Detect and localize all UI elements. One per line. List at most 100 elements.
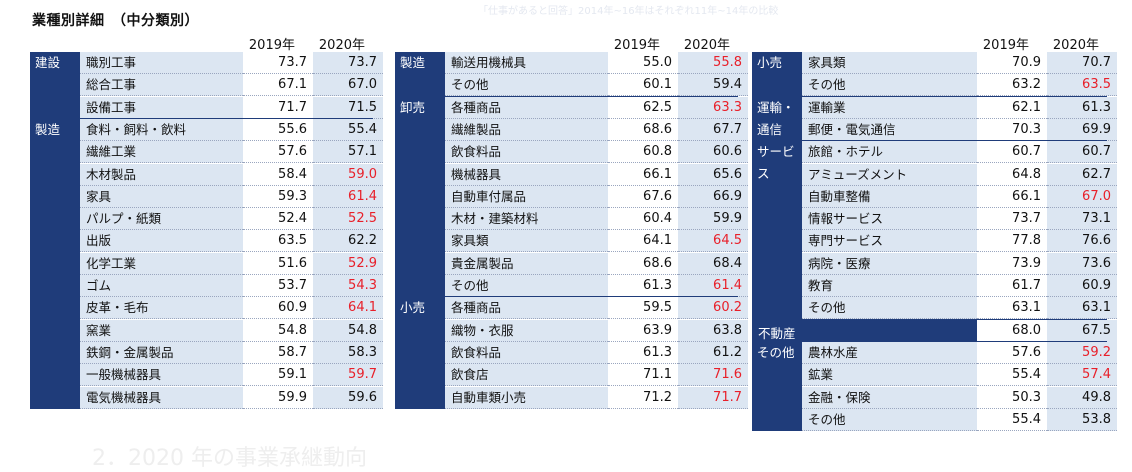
table-row: 家具類 64.1 64.5 <box>395 230 748 253</box>
table-row: 自動車付属品 67.6 66.9 <box>395 185 748 208</box>
value-2020: 60.6 <box>678 141 748 164</box>
table-row: 機械器具 66.1 65.6 <box>395 163 748 186</box>
value-2020: 61.2 <box>678 341 748 364</box>
value-2020: 67.0 <box>1047 185 1117 208</box>
value-2020: 49.8 <box>1047 386 1117 409</box>
subcategory-label: アミューズメント <box>802 163 977 186</box>
table-row: 運輸業 62.1 61.3 <box>752 96 1117 119</box>
value-2019: 52.4 <box>243 208 313 231</box>
table-row: 農林水産 57.6 59.2 <box>752 341 1117 364</box>
subcategory-label: 各種商品 <box>445 297 608 320</box>
table-row: 化学工業 51.6 52.9 <box>30 252 383 275</box>
value-2020: 59.6 <box>313 386 383 409</box>
value-2019: 64.1 <box>608 230 678 253</box>
value-2020: 61.3 <box>1047 96 1117 119</box>
value-2020: 62.7 <box>1047 163 1117 186</box>
value-2019: 55.6 <box>243 118 313 141</box>
value-2020: 59.2 <box>1047 341 1117 364</box>
table-row: 出版 63.5 62.2 <box>30 230 383 253</box>
value-2019: 61.7 <box>977 275 1047 297</box>
value-2020: 54.8 <box>313 319 383 342</box>
value-2019: 60.1 <box>608 74 678 97</box>
table-row: その他 60.1 59.4 <box>395 74 748 97</box>
value-2019: 53.7 <box>243 275 313 297</box>
subcategory-label: 旅館・ホテル <box>802 141 977 164</box>
table-row: 各種商品 62.5 63.3 <box>395 96 748 119</box>
subcategory-label: パルプ・紙類 <box>80 208 243 231</box>
table-row: アミューズメント 64.8 62.7 <box>752 163 1117 186</box>
value-2019: 73.9 <box>977 252 1047 275</box>
subcategory-label: その他 <box>802 408 977 431</box>
value-2020: 53.8 <box>1047 408 1117 431</box>
subcategory-label: 家具類 <box>445 230 608 253</box>
year-2020-header: 2020年 <box>683 38 730 53</box>
value-2019: 68.6 <box>608 252 678 275</box>
table-row: ゴム 53.7 54.3 <box>30 275 383 297</box>
subcategory-label: 飲食料品 <box>445 141 608 164</box>
table-row: 鉱業 55.4 57.4 <box>752 364 1117 387</box>
subcategory-label: 織物・衣服 <box>445 319 608 342</box>
group-row-3: 不動産 68.0 67.5 <box>752 319 1117 342</box>
table-row: 教育 61.7 60.9 <box>752 275 1117 297</box>
value-2019: 57.6 <box>243 141 313 164</box>
value-2019: 60.7 <box>977 141 1047 164</box>
table-row: 旅館・ホテル 60.7 60.7 <box>752 141 1117 164</box>
table-row: 木材・建築材料 60.4 59.9 <box>395 208 748 231</box>
value-2019: 59.5 <box>608 297 678 320</box>
value-2019: 54.8 <box>243 319 313 342</box>
value-2019: 59.1 <box>243 364 313 387</box>
category-label: 小売 <box>395 297 445 409</box>
subcategory-label: 病院・医療 <box>802 252 977 275</box>
table-row: 設備工事 71.7 71.5 <box>30 96 383 119</box>
table-row: 窯業 54.8 54.8 <box>30 319 383 342</box>
table-row: 皮革・毛布 60.9 64.1 <box>30 297 383 320</box>
value-2019: 59.3 <box>243 185 313 208</box>
category-label: 不動産 <box>758 325 796 341</box>
table-row: 電気機械器具 59.9 59.6 <box>30 386 383 409</box>
subcategory-label: 輸送用機械具 <box>445 52 608 74</box>
subcategory-label: その他 <box>445 74 608 97</box>
category-label: 卸売 <box>395 96 445 298</box>
table-row: 総合工事 67.1 67.0 <box>30 74 383 97</box>
year-2019-header: 2019年 <box>982 38 1029 53</box>
value-2020: 61.4 <box>313 185 383 208</box>
value-2019: 51.6 <box>243 252 313 275</box>
subcategory-label: 教育 <box>802 275 977 297</box>
value-2020: 69.9 <box>1047 118 1117 141</box>
year-2020-header: 2020年 <box>1052 38 1099 53</box>
value-2019: 57.6 <box>977 341 1047 364</box>
value-2020: 76.6 <box>1047 230 1117 253</box>
table-row: 郵便・電気通信 70.3 69.9 <box>752 118 1117 141</box>
value-2020: 66.9 <box>678 185 748 208</box>
industry-table-panel-2: 2019年 2020年 輸送用機械具 55.0 55.8 その他 60.1 59.4 製造各… <box>395 33 748 409</box>
value-2020: 59.4 <box>678 74 748 97</box>
value-2020: 68.4 <box>678 252 748 275</box>
value-2020: 58.3 <box>313 341 383 364</box>
value-2019: 67.6 <box>608 185 678 208</box>
subcategory-label: 一般機械器具 <box>80 364 243 387</box>
subcategory-label: 設備工事 <box>80 96 243 119</box>
value-2020: 59.0 <box>313 163 383 186</box>
value-2019: 62.1 <box>977 96 1047 119</box>
table-row: 職別工事 73.7 73.7 <box>30 52 383 74</box>
value-2019: 63.2 <box>977 74 1047 97</box>
year-2019-header: 2019年 <box>613 38 660 53</box>
value-2020: 64.1 <box>313 297 383 320</box>
value-2020: 67.5 <box>1047 319 1117 342</box>
table-row: 貴金属製品 68.6 68.4 <box>395 252 748 275</box>
value-2020: 64.5 <box>678 230 748 253</box>
table-row: 金融・保険 50.3 49.8 <box>752 386 1117 409</box>
subcategory-label: 鉄鋼・金属製品 <box>80 341 243 364</box>
value-2020: 61.4 <box>678 275 748 297</box>
value-2019: 63.5 <box>243 230 313 253</box>
subcategory-label: 専門サービス <box>802 230 977 253</box>
table-row: その他 63.1 63.1 <box>752 297 1117 320</box>
subcategory-label: ゴム <box>80 275 243 297</box>
subcategory-label: 自動車付属品 <box>445 185 608 208</box>
year-2019-header: 2019年 <box>248 38 295 53</box>
value-2019: 61.3 <box>608 275 678 297</box>
subcategory-label: 郵便・電気通信 <box>802 118 977 141</box>
value-2020: 70.7 <box>1047 52 1117 74</box>
value-2020: 60.2 <box>678 297 748 320</box>
category-label: 小売 <box>752 52 802 97</box>
